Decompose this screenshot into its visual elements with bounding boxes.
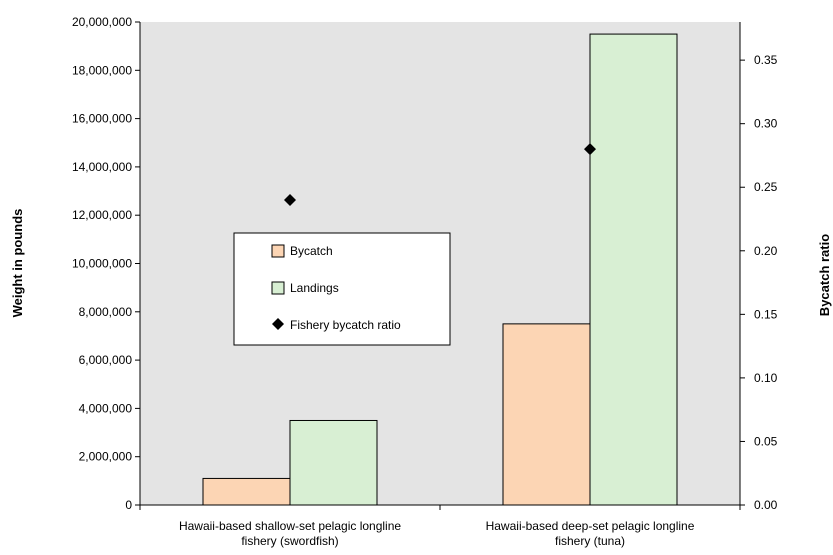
y2-tick-label: 0.20: [754, 244, 778, 258]
y-tick-label: 14,000,000: [72, 160, 132, 174]
ratio-marker: [584, 143, 596, 156]
x-axis-ticks: Hawaii-based shallow-set pelagic longlin…: [139, 505, 741, 548]
y2-tick-label: 0.25: [754, 180, 778, 194]
ratio-marker: [284, 193, 296, 206]
bars-layer: [202, 33, 678, 506]
legend-marker-diamond: [272, 318, 284, 330]
x-category-label: Hawaii-based deep-set pelagic longline: [486, 519, 695, 533]
y-axis-title: Weight in pounds: [10, 209, 25, 318]
y2-axis-title: Bycatch ratio: [817, 234, 832, 316]
y2-tick-label: 0.35: [754, 53, 778, 67]
y-tick-label: 4,000,000: [79, 401, 133, 415]
y2-tick-label: 0.10: [754, 371, 778, 385]
right-axis-ticks: 0.00 0.05 0.10 0.15 0.20 0.25 0.30 0.35: [740, 53, 778, 512]
bar-landings: [589, 33, 678, 506]
bar-landings: [289, 419, 378, 506]
y2-tick-label: 0.15: [754, 307, 778, 321]
legend-swatch-bycatch: [271, 244, 285, 258]
legend: Bycatch Landings Fishery bycatch ratio: [233, 232, 451, 346]
bar-bycatch: [202, 477, 291, 506]
markers-layer: [284, 143, 596, 206]
legend-box: [233, 232, 451, 346]
bar-bycatch: [502, 323, 591, 506]
left-axis-ticks: 0 2,000,000 4,000,000 6,000,000 8,000,000 10,…: [72, 15, 140, 512]
y-tick-label: 18,000,000: [72, 63, 132, 77]
y-tick-label: 6,000,000: [79, 353, 133, 367]
y-tick-label: 16,000,000: [72, 112, 132, 126]
x-category-label: fishery (tuna): [555, 534, 625, 548]
y-tick-label: 12,000,000: [72, 208, 132, 222]
y-tick-label: 2,000,000: [79, 450, 133, 464]
y-tick-label: 8,000,000: [79, 305, 133, 319]
y2-tick-label: 0.05: [754, 434, 778, 448]
legend-label-bycatch: Bycatch: [290, 244, 333, 258]
x-category-label: fishery (swordfish): [241, 534, 338, 548]
y2-tick-label: 0.30: [754, 117, 778, 131]
legend-label-landings: Landings: [290, 281, 339, 295]
x-category-label: Hawaii-based shallow-set pelagic longlin…: [179, 519, 401, 533]
y-tick-label: 0: [125, 498, 132, 512]
y2-tick-label: 0.00: [754, 498, 778, 512]
legend-label-ratio: Fishery bycatch ratio: [290, 318, 401, 332]
y-tick-label: 10,000,000: [72, 257, 132, 271]
legend-swatch-landings: [271, 281, 285, 295]
y-tick-label: 20,000,000: [72, 15, 132, 29]
